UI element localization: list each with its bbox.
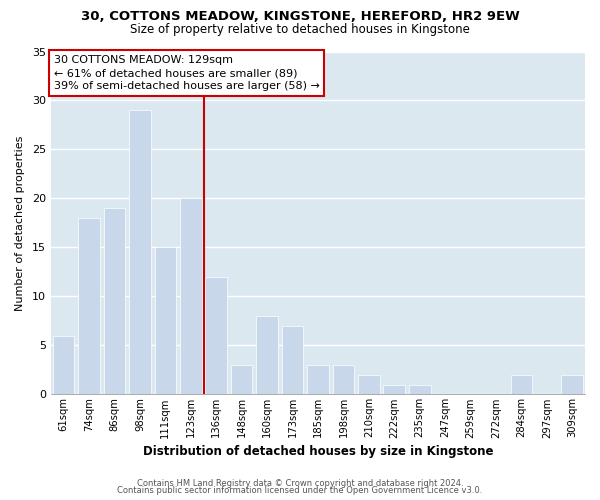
Text: 30, COTTONS MEADOW, KINGSTONE, HEREFORD, HR2 9EW: 30, COTTONS MEADOW, KINGSTONE, HEREFORD,…	[80, 10, 520, 23]
Text: Contains HM Land Registry data © Crown copyright and database right 2024.: Contains HM Land Registry data © Crown c…	[137, 478, 463, 488]
Bar	[332, 365, 354, 394]
Bar	[231, 365, 253, 394]
Bar	[562, 375, 583, 394]
Bar	[155, 248, 176, 394]
Bar	[129, 110, 151, 395]
Bar	[282, 326, 304, 394]
Bar	[53, 336, 74, 394]
Bar	[511, 375, 532, 394]
Bar	[180, 198, 202, 394]
Text: Size of property relative to detached houses in Kingstone: Size of property relative to detached ho…	[130, 22, 470, 36]
Bar	[205, 277, 227, 394]
Bar	[256, 316, 278, 394]
Bar	[383, 384, 405, 394]
Bar	[409, 384, 431, 394]
Bar	[104, 208, 125, 394]
Bar	[78, 218, 100, 394]
Y-axis label: Number of detached properties: Number of detached properties	[15, 136, 25, 310]
Text: 30 COTTONS MEADOW: 129sqm
← 61% of detached houses are smaller (89)
39% of semi-: 30 COTTONS MEADOW: 129sqm ← 61% of detac…	[53, 55, 319, 92]
Text: Contains public sector information licensed under the Open Government Licence v3: Contains public sector information licen…	[118, 486, 482, 495]
X-axis label: Distribution of detached houses by size in Kingstone: Distribution of detached houses by size …	[143, 444, 493, 458]
Bar	[307, 365, 329, 394]
Bar	[358, 375, 380, 394]
